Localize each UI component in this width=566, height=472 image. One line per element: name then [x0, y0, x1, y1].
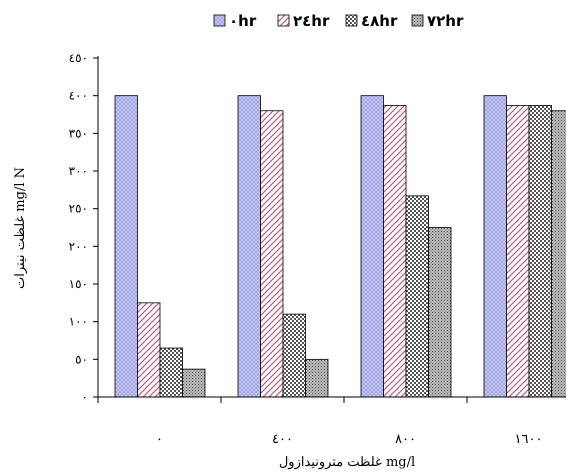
legend-label: ٠hr	[229, 12, 257, 30]
category-label: ٤٠٠	[272, 432, 293, 447]
bar-1-3	[506, 105, 530, 398]
y-tick-label: ١٠٠	[69, 315, 88, 329]
legend-swatch	[277, 14, 290, 27]
y-axis-title: غلظت نیترات mg/l N	[13, 167, 28, 289]
legend-label: ٧٢hr	[427, 12, 464, 30]
y-tick-label: ٣٠٠	[69, 164, 88, 178]
bar-2-2	[405, 195, 429, 398]
bar-3-1	[305, 358, 329, 398]
legend-label: ٢٤hr	[293, 12, 330, 30]
bar-1-2	[383, 105, 407, 398]
category-label: ٨٠٠	[395, 432, 416, 447]
bar-0-3	[483, 95, 507, 398]
y-tick-label: ٢٠٠	[69, 239, 88, 253]
axes	[93, 56, 566, 403]
bar-2-1	[282, 313, 306, 398]
category-label: ٠	[156, 432, 163, 447]
bar-2-3	[528, 105, 552, 398]
category-label: ١٦٠٠	[515, 432, 543, 447]
bar-3-0	[182, 368, 206, 398]
y-tick-label: ٤٥٠	[69, 51, 88, 65]
bar-0-2	[360, 95, 384, 398]
bar-3-3	[551, 110, 566, 398]
legend-swatch	[411, 14, 424, 27]
legend: ٠hr ٢٤hr ٤٨hr ٧٢hr	[213, 12, 464, 30]
legend-swatch	[213, 14, 226, 27]
y-tick-label: ١٥٠	[69, 277, 88, 291]
legend-label: ٤٨hr	[361, 12, 398, 30]
bar-2-0	[159, 347, 183, 398]
legend-swatch	[345, 14, 358, 27]
y-tick-label: ٠	[82, 390, 88, 404]
y-tick-label: ٥٠	[75, 352, 88, 366]
bar-1-0	[137, 302, 161, 398]
bars	[114, 95, 566, 398]
y-tick-label: ٢٥٠	[69, 202, 88, 216]
y-tick-label: ٣٥٠	[69, 126, 88, 140]
bar-1-1	[260, 110, 284, 398]
labels: ٠ ٥٠ ١٠٠ ١٥٠ ٢٠٠ ٢٥٠ ٣٠٠ ٣٥٠ ٤٠٠ ٤٥٠ ٠ ٤٠٠ ٨٠٠ ١٦٠٠ غل…	[13, 51, 542, 470]
x-axis-title: غلظت مترونیدازول mg/l	[279, 455, 415, 470]
bar-3-2	[428, 227, 452, 398]
bar-0-1	[237, 95, 261, 398]
y-tick-label: ٤٠٠	[69, 89, 88, 103]
bar-0-0	[114, 95, 138, 398]
